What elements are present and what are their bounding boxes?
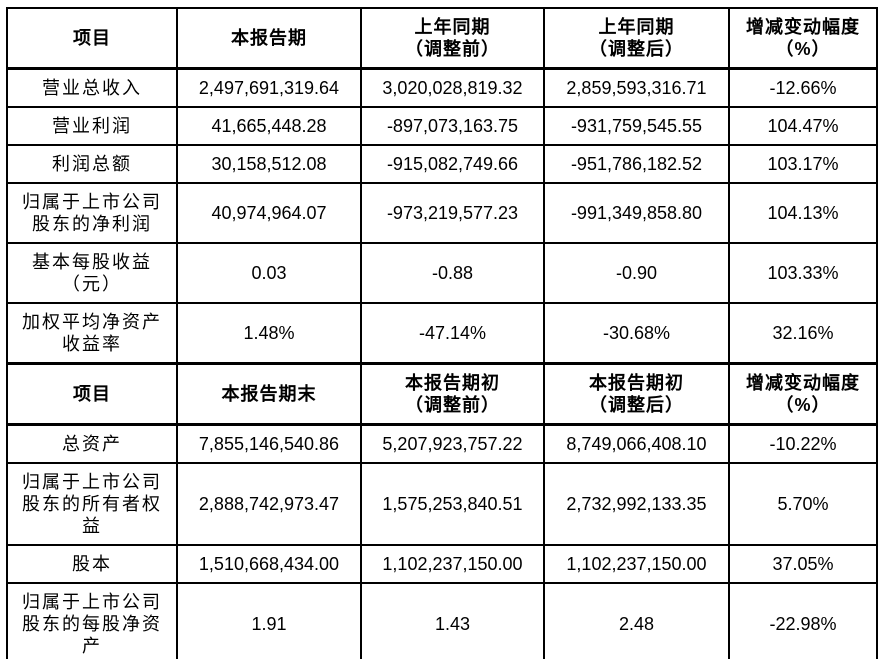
section2-header-row: 项目 本报告期末 本报告期初 （调整前） 本报告期初 （调整后） 增减变动幅度 … [6, 362, 878, 426]
value-change: 104.47% [728, 106, 878, 146]
header-period-begin-after-line2: （调整后） [589, 395, 684, 415]
value-prior-after: 1,102,237,150.00 [543, 544, 730, 584]
value-prior-before: -915,082,749.66 [360, 144, 545, 184]
row-label: 总资产 [6, 423, 178, 464]
header-period-begin-after-line1: 本报告期初 [589, 373, 684, 393]
value-current: 7,855,146,540.86 [176, 423, 362, 464]
header-prior-before-line2: （调整前） [405, 39, 500, 59]
header-period-end: 本报告期末 [176, 362, 362, 426]
value-change: -10.22% [728, 423, 878, 464]
table-row-basic-eps: 基本每股收益（元） 0.03 -0.88 -0.90 103.33% [6, 242, 878, 304]
value-change: 5.70% [728, 462, 878, 546]
value-prior-after: -931,759,545.55 [543, 106, 730, 146]
value-prior-after: 8,749,066,408.10 [543, 423, 730, 464]
section1-header-row: 项目 本报告期 上年同期 （调整前） 上年同期 （调整后） 增减变动幅度 （%） [6, 7, 878, 70]
value-prior-after: -991,349,858.80 [543, 182, 730, 244]
row-label: 股本 [6, 544, 178, 584]
table-row-net-profit-attributable: 归属于上市公司股东的净利润 40,974,964.07 -973,219,577… [6, 182, 878, 244]
header-change-line1: 增减变动幅度 [746, 373, 860, 393]
value-prior-after: -30.68% [543, 302, 730, 365]
header-prior-after-line1: 上年同期 [598, 17, 675, 37]
header-change-line2: （%） [775, 395, 831, 415]
value-prior-before: 1.43 [360, 582, 545, 659]
header-period-begin-before: 本报告期初 （调整前） [360, 362, 545, 426]
header-change-pct: 增减变动幅度 （%） [728, 7, 878, 70]
value-current: 2,888,742,973.47 [176, 462, 362, 546]
value-current: 41,665,448.28 [176, 106, 362, 146]
value-current: 2,497,691,319.64 [176, 67, 362, 108]
value-change: -22.98% [728, 582, 878, 659]
header-prior-after-line2: （调整后） [589, 39, 684, 59]
row-label: 营业利润 [6, 106, 178, 146]
header-current-period: 本报告期 [176, 7, 362, 70]
value-current: 1,510,668,434.00 [176, 544, 362, 584]
value-prior-after: 2,732,992,133.35 [543, 462, 730, 546]
table-row-equity-attributable: 归属于上市公司股东的所有者权益 2,888,742,973.47 1,575,2… [6, 462, 878, 546]
financial-summary-table: 项目 本报告期 上年同期 （调整前） 上年同期 （调整后） 增减变动幅度 （%）… [6, 7, 878, 659]
header-change-pct: 增减变动幅度 （%） [728, 362, 878, 426]
value-prior-after: 2.48 [543, 582, 730, 659]
header-item: 项目 [6, 362, 178, 426]
value-prior-before: 1,575,253,840.51 [360, 462, 545, 546]
header-change-line2: （%） [775, 39, 831, 59]
value-prior-after: -0.90 [543, 242, 730, 304]
value-current: 40,974,964.07 [176, 182, 362, 244]
table-row-net-assets-per-share: 归属于上市公司股东的每股净资产 1.91 1.43 2.48 -22.98% [6, 582, 878, 659]
header-prior-before: 上年同期 （调整前） [360, 7, 545, 70]
row-label: 归属于上市公司股东的净利润 [6, 182, 178, 244]
row-label: 加权平均净资产收益率 [6, 302, 178, 365]
value-change: 103.33% [728, 242, 878, 304]
value-prior-before: 5,207,923,757.22 [360, 423, 545, 464]
row-label: 营业总收入 [6, 67, 178, 108]
value-prior-before: -47.14% [360, 302, 545, 365]
header-prior-after: 上年同期 （调整后） [543, 7, 730, 70]
value-current: 1.91 [176, 582, 362, 659]
row-label: 归属于上市公司股东的每股净资产 [6, 582, 178, 659]
value-prior-after: 2,859,593,316.71 [543, 67, 730, 108]
value-prior-before: 3,020,028,819.32 [360, 67, 545, 108]
financial-table-container: 项目 本报告期 上年同期 （调整前） 上年同期 （调整后） 增减变动幅度 （%）… [6, 7, 878, 659]
value-change: -12.66% [728, 67, 878, 108]
header-item: 项目 [6, 7, 178, 70]
header-change-line1: 增减变动幅度 [746, 17, 860, 37]
value-current: 0.03 [176, 242, 362, 304]
row-label: 利润总额 [6, 144, 178, 184]
value-change: 37.05% [728, 544, 878, 584]
header-prior-before-line1: 上年同期 [414, 17, 491, 37]
value-change: 104.13% [728, 182, 878, 244]
table-row-weighted-avg-roe: 加权平均净资产收益率 1.48% -47.14% -30.68% 32.16% [6, 302, 878, 365]
value-prior-after: -951,786,182.52 [543, 144, 730, 184]
value-current: 30,158,512.08 [176, 144, 362, 184]
value-prior-before: -897,073,163.75 [360, 106, 545, 146]
value-current: 1.48% [176, 302, 362, 365]
value-change: 32.16% [728, 302, 878, 365]
value-prior-before: 1,102,237,150.00 [360, 544, 545, 584]
value-prior-before: -973,219,577.23 [360, 182, 545, 244]
table-row-total-profit: 利润总额 30,158,512.08 -915,082,749.66 -951,… [6, 144, 878, 184]
table-row-total-revenue: 营业总收入 2,497,691,319.64 3,020,028,819.32 … [6, 67, 878, 108]
header-period-begin-before-line1: 本报告期初 [405, 373, 500, 393]
table-row-share-capital: 股本 1,510,668,434.00 1,102,237,150.00 1,1… [6, 544, 878, 584]
table-row-total-assets: 总资产 7,855,146,540.86 5,207,923,757.22 8,… [6, 423, 878, 464]
header-period-begin-before-line2: （调整前） [405, 395, 500, 415]
row-label: 归属于上市公司股东的所有者权益 [6, 462, 178, 546]
header-period-begin-after: 本报告期初 （调整后） [543, 362, 730, 426]
table-row-operating-profit: 营业利润 41,665,448.28 -897,073,163.75 -931,… [6, 106, 878, 146]
row-label: 基本每股收益（元） [6, 242, 178, 304]
value-change: 103.17% [728, 144, 878, 184]
value-prior-before: -0.88 [360, 242, 545, 304]
